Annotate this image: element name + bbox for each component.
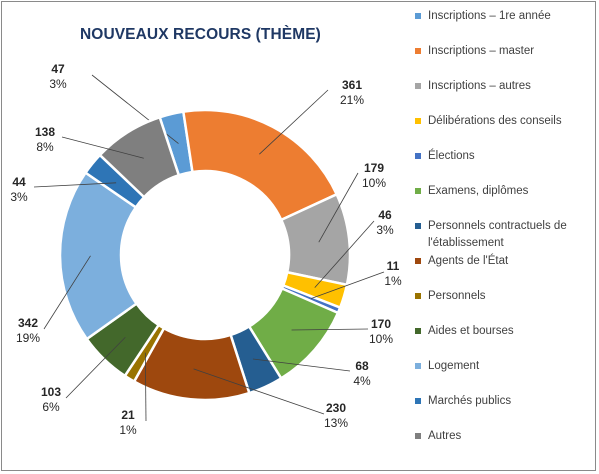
- legend-label: Marchés publics: [428, 395, 512, 407]
- legend-label: Inscriptions – 1re année: [428, 10, 551, 22]
- data-label-percent-marches-publics: 3%: [10, 190, 28, 204]
- legend-label: Délibérations des conseils: [428, 115, 562, 127]
- legend-item-examens-diplomes: Examens, diplômes: [415, 183, 595, 200]
- leader-line-agents-de-l-etat: [193, 368, 325, 415]
- legend-item-personnels-contractuels-de-l-etablissement: Personnels contractuels de l'établisseme…: [415, 218, 595, 252]
- data-label-value-inscriptions-autres: 179: [364, 161, 384, 175]
- data-label-value-marches-publics: 44: [12, 175, 26, 189]
- legend-swatch: [415, 363, 421, 369]
- legend-swatch: [415, 153, 421, 159]
- leader-line-logement: [43, 255, 91, 330]
- legend-label: Élections: [428, 150, 475, 162]
- data-label-percent-autres: 8%: [36, 140, 54, 154]
- legend-label: Autres: [428, 430, 462, 442]
- legend-swatch: [415, 223, 421, 229]
- legend-label: Personnels contractuels de l'établisseme…: [428, 220, 567, 249]
- legend-swatch: [415, 48, 421, 54]
- leader-line-autres: [61, 136, 144, 159]
- leader-line-personnels: [144, 352, 147, 422]
- data-label-percent-inscriptions-master: 21%: [340, 93, 364, 107]
- legend-label: Logement: [428, 360, 480, 372]
- slice-inscriptions-master: [181, 108, 339, 222]
- data-label-value-logement: 342: [18, 316, 38, 330]
- leader-line-elections: [310, 271, 385, 300]
- legend-item-marches-publics: Marchés publics: [415, 393, 595, 410]
- data-label-value-inscriptions-1re-annee: 47: [51, 62, 65, 76]
- legend-item-personnels: Personnels: [415, 288, 595, 305]
- data-label-value-inscriptions-master: 361: [342, 78, 362, 92]
- leader-line-aides-et-bourses: [65, 336, 126, 399]
- legend-label: Agents de l'État: [428, 255, 509, 267]
- data-label-value-personnels: 21: [121, 408, 135, 422]
- legend-swatch: [415, 258, 421, 264]
- legend-item-deliberations-des-conseils: Délibérations des conseils: [415, 113, 595, 130]
- leader-line-deliberations-des-conseils: [314, 220, 375, 288]
- chart-title: NOUVEAUX RECOURS (THÈME): [80, 26, 321, 43]
- data-label-value-deliberations-des-conseils: 46: [378, 208, 392, 222]
- legend-swatch: [415, 293, 421, 299]
- data-label-percent-inscriptions-autres: 10%: [362, 176, 386, 190]
- legend-swatch: [415, 188, 421, 194]
- legend-item-autres: Autres: [415, 428, 595, 445]
- legend-item-inscriptions-1re-annee: Inscriptions – 1re année: [415, 8, 595, 25]
- data-label-percent-elections: 1%: [384, 274, 402, 288]
- leader-line-inscriptions-master: [259, 89, 329, 155]
- data-label-percent-inscriptions-1re-annee: 3%: [49, 77, 67, 91]
- leader-line-inscriptions-autres: [318, 172, 359, 243]
- legend-item-inscriptions-autres: Inscriptions – autres: [415, 78, 595, 95]
- legend-swatch: [415, 13, 421, 19]
- data-label-percent-deliberations-des-conseils: 3%: [376, 223, 394, 237]
- legend-item-aides-et-bourses: Aides et bourses: [415, 323, 595, 340]
- data-label-percent-personnels: 1%: [119, 423, 137, 437]
- legend-item-elections: Élections: [415, 148, 595, 165]
- legend-swatch: [415, 433, 421, 439]
- legend-swatch: [415, 398, 421, 404]
- legend-item-inscriptions-master: Inscriptions – master: [415, 43, 595, 60]
- data-label-value-personnels-contractuels-de-l-etablissement: 68: [355, 359, 369, 373]
- legend-label: Inscriptions – master: [428, 45, 535, 57]
- legend-item-agents-de-l-etat: Agents de l'État: [415, 253, 595, 270]
- legend-swatch: [415, 83, 421, 89]
- legend-swatch: [415, 328, 421, 334]
- data-label-value-examens-diplomes: 170: [371, 317, 391, 331]
- data-label-value-elections: 11: [387, 259, 400, 273]
- legend-swatch: [415, 118, 421, 124]
- legend-label: Personnels: [428, 290, 486, 302]
- data-label-percent-aides-et-bourses: 6%: [42, 400, 60, 414]
- legend-item-logement: Logement: [415, 358, 595, 375]
- data-label-value-autres: 138: [35, 125, 55, 139]
- data-label-value-agents-de-l-etat: 230: [326, 401, 346, 415]
- leader-line-personnels-contractuels-de-l-etablissement: [252, 358, 351, 372]
- leader-line-examens-diplomes: [291, 328, 369, 331]
- data-label-percent-personnels-contractuels-de-l-etablissement: 4%: [353, 374, 371, 388]
- data-label-percent-examens-diplomes: 10%: [369, 332, 393, 346]
- data-label-percent-agents-de-l-etat: 13%: [324, 416, 348, 430]
- legend-label: Aides et bourses: [428, 325, 514, 337]
- data-label-value-aides-et-bourses: 103: [41, 385, 61, 399]
- legend-label: Examens, diplômes: [428, 185, 529, 197]
- legend-label: Inscriptions – autres: [428, 80, 531, 92]
- leader-line-marches-publics: [33, 182, 117, 188]
- data-label-percent-logement: 19%: [16, 331, 40, 345]
